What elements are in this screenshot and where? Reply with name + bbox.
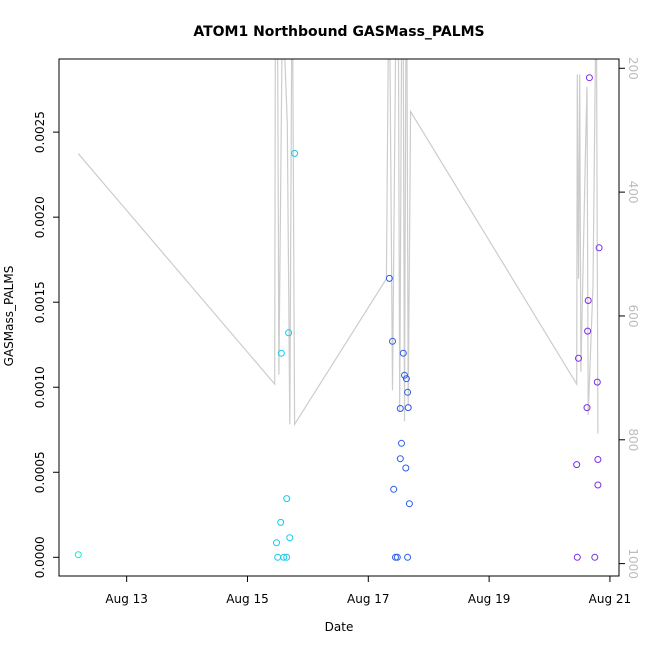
- data-point: [401, 371, 408, 379]
- series-line-path: [77, 59, 599, 434]
- y2-tick-label: 400: [626, 181, 640, 204]
- x-axis-label: Date: [325, 620, 354, 634]
- data-point: [404, 388, 412, 396]
- series-line: [77, 59, 599, 434]
- data-point: [573, 553, 581, 561]
- data-point: [404, 553, 412, 561]
- data-point: [274, 553, 282, 561]
- y-tick-label: 0.0025: [33, 111, 47, 153]
- data-point: [74, 551, 82, 559]
- data-point: [584, 297, 592, 304]
- x-tick-label: Aug 17: [347, 592, 390, 606]
- y-tick-label: 0.0015: [33, 281, 47, 323]
- y-axis-label: GASMass_PALMS: [2, 266, 16, 367]
- data-point: [402, 464, 410, 472]
- plot-frame: [58, 58, 620, 577]
- data-point: [595, 244, 603, 252]
- y-tick-label: 0.0020: [33, 196, 47, 238]
- data-point: [404, 404, 412, 412]
- data-point: [591, 553, 599, 561]
- data-point: [396, 405, 404, 412]
- y-tick-label: 0.0000: [33, 536, 47, 578]
- data-point: [594, 456, 602, 463]
- data-point: [385, 274, 393, 282]
- x-tick-label: Aug 21: [589, 592, 632, 606]
- data-point: [291, 149, 299, 157]
- data-point: [389, 337, 396, 345]
- y2-tick-label: 600: [626, 305, 640, 328]
- x-axis: Aug 13 Aug 15 Aug 17 Aug 19 Aug 21: [105, 575, 632, 606]
- data-point: [280, 553, 288, 561]
- data-point: [399, 349, 407, 357]
- data-point: [283, 553, 291, 561]
- series-points: [74, 74, 603, 561]
- y-tick-label: 0.0010: [33, 366, 47, 408]
- data-point: [398, 439, 405, 447]
- y2-axis: 200 400 600 800 1000: [619, 57, 640, 579]
- data-point: [286, 534, 294, 542]
- y2-tick-label: 200: [626, 57, 640, 80]
- data-point: [593, 378, 601, 386]
- y2-tick-label: 800: [626, 428, 640, 451]
- data-point: [405, 500, 413, 508]
- chart-title: ATOM1 Northbound GASMass_PALMS: [193, 24, 484, 40]
- data-point: [285, 329, 293, 337]
- x-tick-label: Aug 15: [226, 592, 269, 606]
- data-point: [393, 553, 401, 561]
- y2-tick-label: 1000: [626, 548, 640, 579]
- data-point: [273, 539, 280, 547]
- data-point: [594, 481, 602, 489]
- y-tick-label: 0.0005: [33, 451, 47, 493]
- data-point: [585, 74, 593, 82]
- y-axis: 0.0000 0.0005 0.0010 0.0015 0.0020 0.0025: [33, 111, 59, 578]
- data-point: [402, 375, 410, 383]
- data-point: [283, 495, 291, 503]
- data-point: [584, 327, 592, 335]
- data-point: [277, 349, 285, 357]
- data-point: [573, 461, 581, 469]
- x-tick-label: Aug 19: [468, 592, 511, 606]
- data-point: [575, 354, 582, 362]
- x-tick-label: Aug 13: [105, 592, 148, 606]
- data-point: [583, 404, 591, 412]
- data-point: [277, 518, 285, 526]
- data-point: [396, 455, 404, 463]
- data-point: [390, 485, 398, 493]
